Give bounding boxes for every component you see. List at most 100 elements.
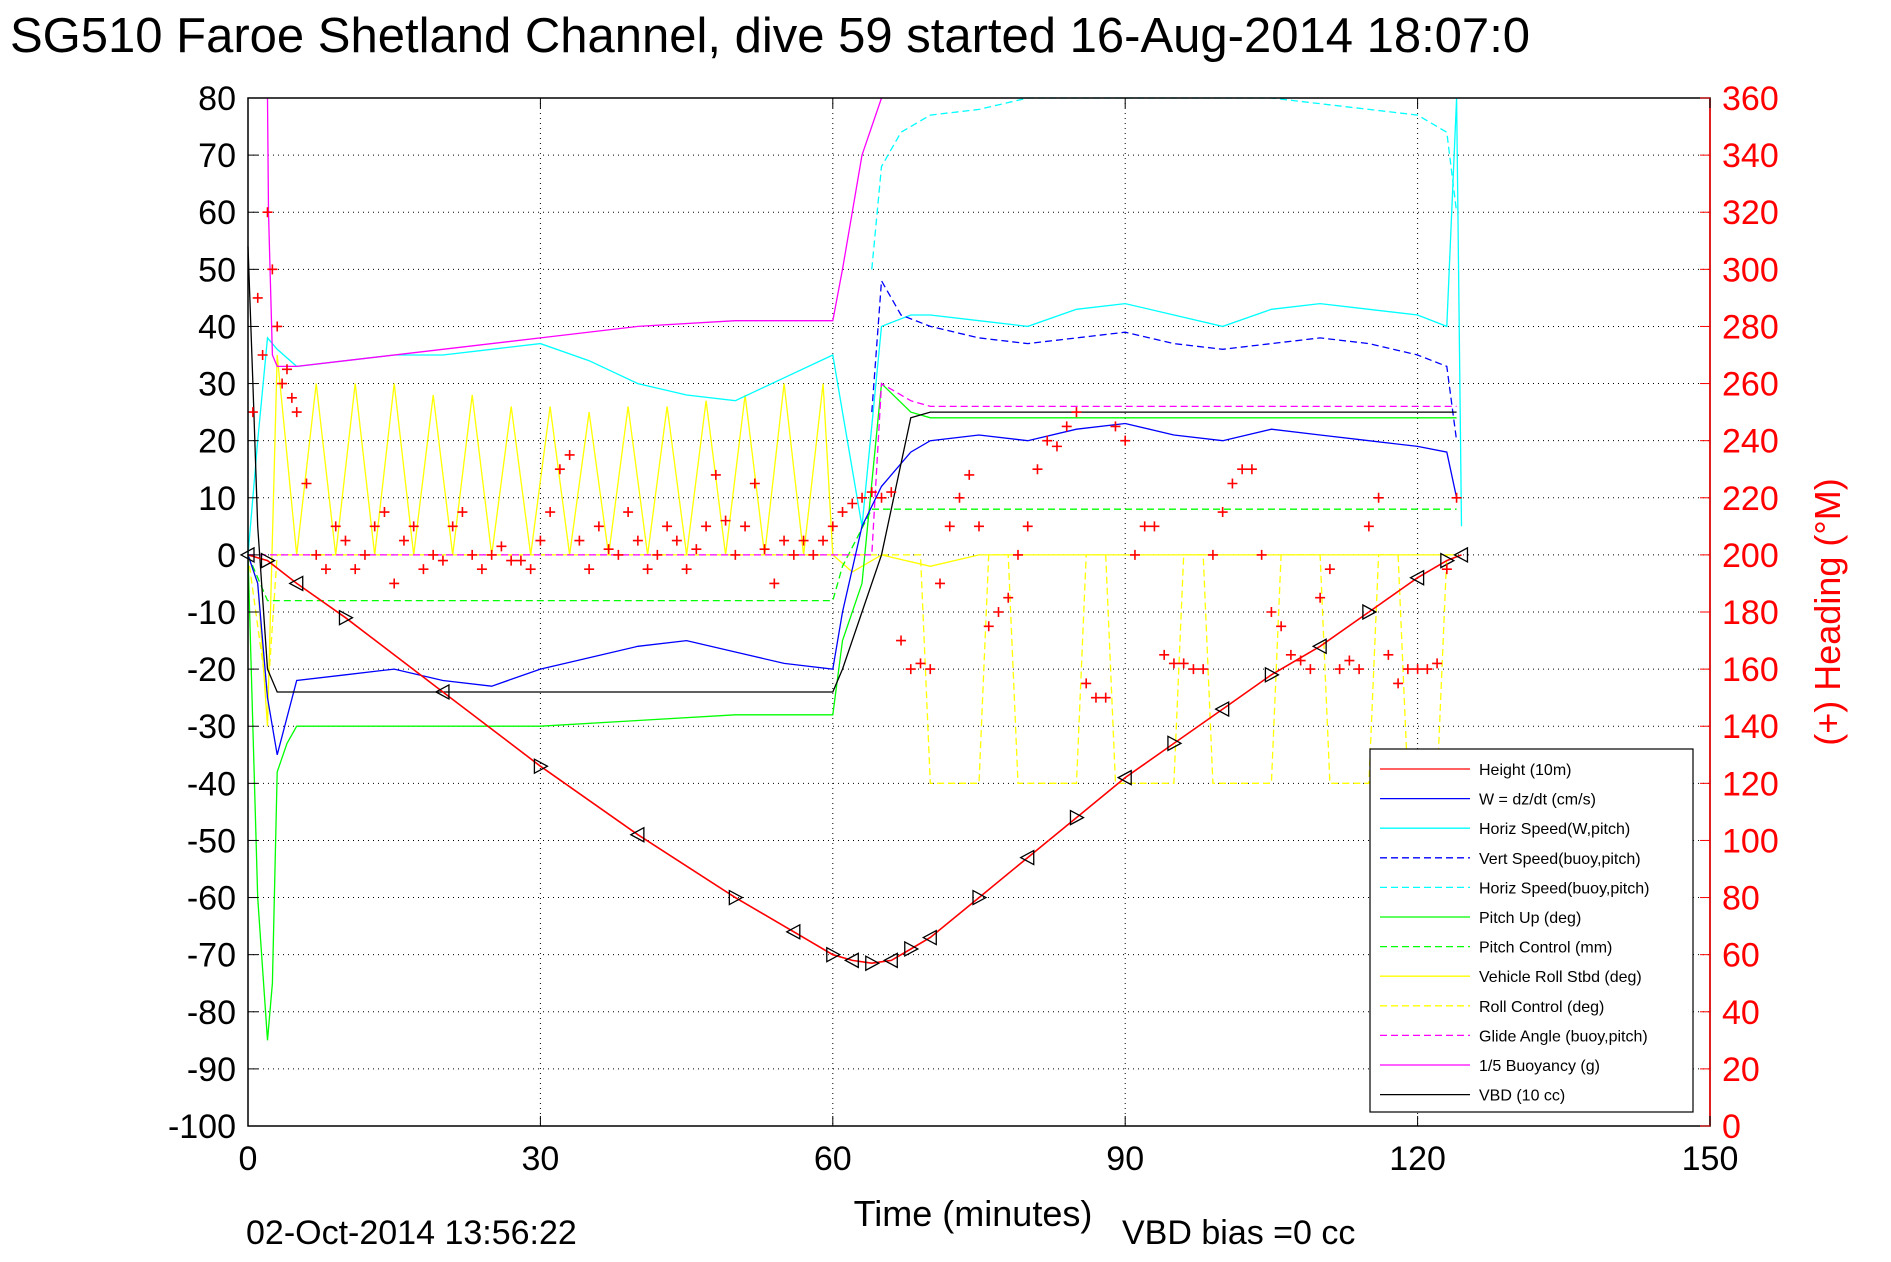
height-marker bbox=[1167, 735, 1183, 752]
heading-marker bbox=[1227, 478, 1238, 489]
heading-marker bbox=[1032, 464, 1043, 475]
heading-marker bbox=[437, 555, 448, 566]
heading-marker bbox=[671, 535, 682, 546]
y2-tick-label: 260 bbox=[1722, 366, 1779, 404]
series-horiz-speed-buoy bbox=[871, 97, 1458, 270]
heading-marker bbox=[740, 521, 751, 532]
heading-marker bbox=[262, 207, 273, 218]
height-marker bbox=[533, 758, 549, 775]
heading-marker bbox=[1363, 521, 1374, 532]
height-marker bbox=[434, 683, 450, 701]
heading-marker bbox=[535, 535, 546, 546]
heading-marker bbox=[286, 392, 297, 403]
x-tick-label: 30 bbox=[521, 1140, 559, 1178]
heading-marker bbox=[496, 541, 507, 552]
heading-marker bbox=[662, 521, 673, 532]
heading-marker bbox=[574, 535, 585, 546]
heading-marker bbox=[886, 487, 897, 498]
series-line bbox=[247, 354, 1457, 727]
heading-marker bbox=[1305, 664, 1316, 675]
legend-entry-label: Pitch Up (deg) bbox=[1479, 910, 1581, 927]
heading-marker bbox=[379, 507, 390, 518]
y2-tick-label: 340 bbox=[1722, 137, 1779, 175]
heading-marker bbox=[1383, 649, 1394, 660]
heading-marker bbox=[983, 621, 994, 632]
heading-marker bbox=[340, 535, 351, 546]
heading-marker bbox=[623, 507, 634, 518]
heading-marker bbox=[554, 464, 565, 475]
heading-marker bbox=[291, 407, 302, 418]
heading-marker bbox=[808, 549, 819, 560]
series-line bbox=[247, 382, 1457, 1041]
heading-marker bbox=[779, 535, 790, 546]
heading-marker bbox=[798, 535, 809, 546]
y2-tick-label: 300 bbox=[1722, 251, 1779, 289]
heading-marker bbox=[1237, 464, 1248, 475]
heading-marker bbox=[1129, 549, 1140, 560]
heading-marker bbox=[603, 544, 614, 555]
series-line bbox=[247, 246, 1457, 693]
legend-entry-label: Horiz Speed(buoy,pitch) bbox=[1479, 880, 1649, 897]
heading-marker bbox=[247, 407, 258, 418]
y2-tick-label: 220 bbox=[1722, 480, 1779, 518]
y2-tick-label: 160 bbox=[1722, 651, 1779, 689]
heading-marker bbox=[447, 521, 458, 532]
heading-marker bbox=[515, 555, 526, 566]
footer-vbd-bias: VBD bias =0 cc bbox=[1122, 1214, 1355, 1252]
height-markers bbox=[239, 546, 1469, 972]
y-tick-label: -80 bbox=[187, 994, 236, 1032]
series-roll-control bbox=[247, 554, 1457, 784]
heading-marker bbox=[1159, 649, 1170, 660]
y-tick-label: -20 bbox=[187, 651, 236, 689]
legend-entry-label: Height (10m) bbox=[1479, 762, 1571, 779]
height-marker bbox=[882, 952, 898, 969]
height-marker bbox=[1116, 769, 1132, 786]
heading-marker bbox=[964, 469, 975, 480]
height-marker bbox=[1362, 603, 1378, 621]
legend-entry-label: Vehicle Roll Stbd (deg) bbox=[1479, 969, 1642, 986]
y-axis-left: 80 70 60 50 40 30 20 10 0 -10 -20 -30 -40 -50 -60 -70 -8… bbox=[168, 80, 258, 1146]
heading-marker bbox=[398, 535, 409, 546]
heading-marker bbox=[876, 492, 887, 503]
heading-marker bbox=[267, 264, 278, 275]
heading-marker bbox=[525, 564, 536, 575]
height-marker bbox=[826, 946, 842, 963]
heading-marker bbox=[788, 549, 799, 560]
legend-entry-label: Glide Angle (buoy,pitch) bbox=[1479, 1028, 1648, 1045]
heading-marker bbox=[257, 350, 268, 360]
y2-tick-label: 280 bbox=[1722, 308, 1779, 346]
heading-marker bbox=[974, 521, 984, 532]
y-tick-label: -60 bbox=[187, 880, 236, 918]
heading-marker bbox=[311, 549, 322, 560]
y2-axis-label: (+) Heading (°M) bbox=[1807, 478, 1848, 745]
y2-tick-label: 120 bbox=[1722, 765, 1779, 803]
series-horiz-speed bbox=[247, 97, 1463, 555]
y-tick-label: -90 bbox=[187, 1051, 236, 1089]
y-axis-right: 3603403203002802602402202001801601401201… bbox=[1700, 80, 1779, 1146]
height-marker bbox=[921, 929, 937, 946]
heading-marker bbox=[652, 549, 663, 560]
heading-marker bbox=[847, 498, 858, 509]
heading-marker bbox=[389, 578, 400, 589]
height-marker bbox=[1069, 809, 1085, 826]
series-vert-speed bbox=[871, 278, 1458, 441]
heading-marker bbox=[730, 549, 741, 560]
y2-tick-label: 100 bbox=[1722, 822, 1779, 860]
height-marker bbox=[843, 952, 859, 969]
heading-marker bbox=[1022, 521, 1033, 532]
heading-marker bbox=[905, 664, 916, 675]
heading-marker bbox=[1285, 649, 1296, 660]
legend-entry-label: W = dz/dt (cm/s) bbox=[1479, 792, 1596, 809]
y-tick-label: -50 bbox=[187, 822, 236, 860]
series-line bbox=[247, 422, 1458, 755]
heading-marker bbox=[1061, 421, 1072, 432]
height-marker bbox=[288, 575, 304, 592]
height-marker bbox=[629, 826, 645, 843]
series-w bbox=[247, 422, 1458, 755]
series-glide-angle bbox=[248, 382, 1457, 556]
series-layer bbox=[239, 97, 1469, 1041]
heading-marker bbox=[1090, 692, 1101, 703]
y-tick-label: -10 bbox=[187, 594, 236, 632]
heading-marker bbox=[769, 578, 780, 589]
heading-marker bbox=[896, 635, 907, 646]
